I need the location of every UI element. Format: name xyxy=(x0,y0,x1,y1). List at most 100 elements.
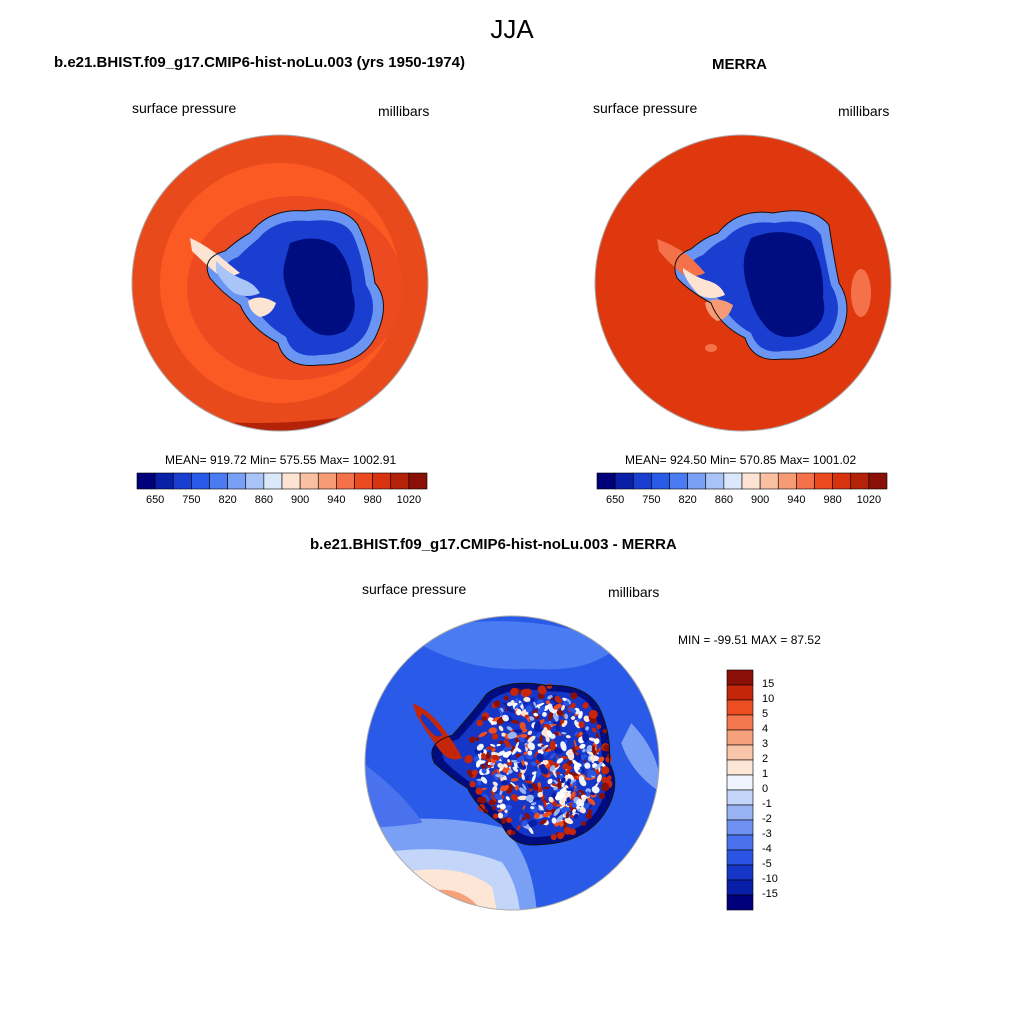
diff-speckle xyxy=(554,695,562,704)
diff-speckle xyxy=(549,765,556,772)
colorbar-swatch xyxy=(191,472,210,490)
diff-speckle xyxy=(491,733,499,740)
diff-speckle xyxy=(561,704,565,711)
colorbar-tick-label: -3 xyxy=(762,828,772,840)
colorbar-swatch xyxy=(172,472,192,490)
diff-speckle xyxy=(504,804,512,811)
colorbar-tick-label: 900 xyxy=(750,494,770,506)
diff-speckle xyxy=(476,719,484,727)
diff-speckle xyxy=(591,754,596,764)
diff-speckle xyxy=(583,715,590,723)
diff-speckle xyxy=(497,762,504,769)
diff-speckle xyxy=(476,743,484,751)
diff-speckle xyxy=(533,720,541,732)
diff-speckle xyxy=(497,812,504,819)
diff-speckle xyxy=(496,769,501,775)
diff-speckle xyxy=(556,814,564,823)
colorbar-swatch xyxy=(726,864,754,881)
colorbar-swatch xyxy=(741,472,761,490)
diff-speckle xyxy=(523,697,531,702)
diff-speckle xyxy=(490,720,495,725)
right-variable-label: surface pressure xyxy=(593,100,698,116)
colorbar-tick-label: 3 xyxy=(762,738,769,750)
diff-variable-label: surface pressure xyxy=(362,581,467,597)
diff-speckle xyxy=(505,796,510,801)
diff-speckle xyxy=(498,725,504,732)
diff-speckle xyxy=(601,766,610,775)
colorbar-tick-label: -15 xyxy=(762,888,778,900)
colorbar-swatch xyxy=(317,472,337,490)
colorbar-swatch xyxy=(136,472,156,490)
model-polar-map xyxy=(131,134,429,432)
diff-speckle xyxy=(598,756,605,763)
diff-speckle xyxy=(506,817,513,823)
diff-speckle xyxy=(547,778,553,785)
diff-speckle xyxy=(490,743,496,747)
diff-speckle xyxy=(533,712,539,717)
diff-speckle xyxy=(583,702,589,708)
colorbar-swatch xyxy=(596,472,616,490)
difference-polar-map xyxy=(364,615,660,911)
colorbar-tick-label: -1 xyxy=(762,798,772,810)
colorbar-swatch xyxy=(726,669,754,686)
diff-speckle xyxy=(584,802,590,809)
diff-speckle xyxy=(546,774,550,778)
diff-speckle xyxy=(530,697,535,703)
diff-speckle xyxy=(594,762,603,770)
colorbar-swatch xyxy=(245,472,265,490)
diff-speckle xyxy=(564,774,569,780)
diff-speckle xyxy=(521,819,528,827)
colorbar-tick-label: 820 xyxy=(678,494,697,506)
diff-speckle xyxy=(500,812,509,819)
diff-speckle xyxy=(537,781,542,788)
diff-speckle xyxy=(527,783,533,789)
diff-speckle xyxy=(559,787,567,795)
diff-speckle xyxy=(562,763,569,770)
diff-speckle xyxy=(552,768,557,778)
diff-speckle xyxy=(556,832,564,840)
diff-speckle xyxy=(576,806,581,809)
diff-speckle xyxy=(491,754,501,761)
diff-speckle xyxy=(561,731,567,735)
diff-speckle xyxy=(527,730,533,735)
diff-colorbar xyxy=(726,669,754,911)
diff-speckle xyxy=(506,726,513,731)
diff-speckle xyxy=(564,739,568,743)
diff-speckle xyxy=(598,792,606,800)
diff-speckle xyxy=(526,775,529,782)
season-title: JJA xyxy=(490,14,534,44)
colorbar-swatch xyxy=(726,744,754,761)
diff-speckle xyxy=(601,776,609,784)
colorbar-swatch xyxy=(726,774,754,791)
diff-speckle xyxy=(527,735,536,743)
diff-speckle xyxy=(585,726,589,731)
diff-speckle xyxy=(516,825,521,831)
diff-speckle xyxy=(529,716,535,721)
diff-speckle xyxy=(579,806,586,814)
diff-speckle xyxy=(481,716,487,722)
right-stats: MEAN= 924.50 Min= 570.85 Max= 1001.02 xyxy=(625,453,857,467)
diff-speckle xyxy=(565,698,571,705)
diff-speckle xyxy=(603,744,611,752)
diff-speckle xyxy=(550,733,556,739)
diff-speckle xyxy=(491,768,497,776)
diff-speckle xyxy=(468,736,476,743)
diff-speckle xyxy=(496,804,500,808)
diff-speckle xyxy=(579,743,586,749)
left-colorbar-ticks: 650 750 820 860 900 940 980 1020 xyxy=(137,494,427,508)
diff-speckle xyxy=(538,692,545,700)
diff-speckle xyxy=(473,756,480,762)
diff-speckle xyxy=(586,745,593,752)
diff-speckle xyxy=(536,753,544,763)
colorbar-swatch xyxy=(209,472,228,490)
colorbar-tick-label: 940 xyxy=(327,494,346,506)
diff-speckle xyxy=(519,787,527,795)
diff-speckle xyxy=(515,747,522,753)
diff-speckle xyxy=(561,798,566,809)
diff-speckle xyxy=(502,702,511,709)
colorbar-swatch xyxy=(723,472,743,490)
colorbar-tick-label: 860 xyxy=(714,494,734,506)
diff-speckle xyxy=(556,772,561,775)
diff-speckle xyxy=(554,748,563,754)
colorbar-swatch xyxy=(390,472,410,490)
